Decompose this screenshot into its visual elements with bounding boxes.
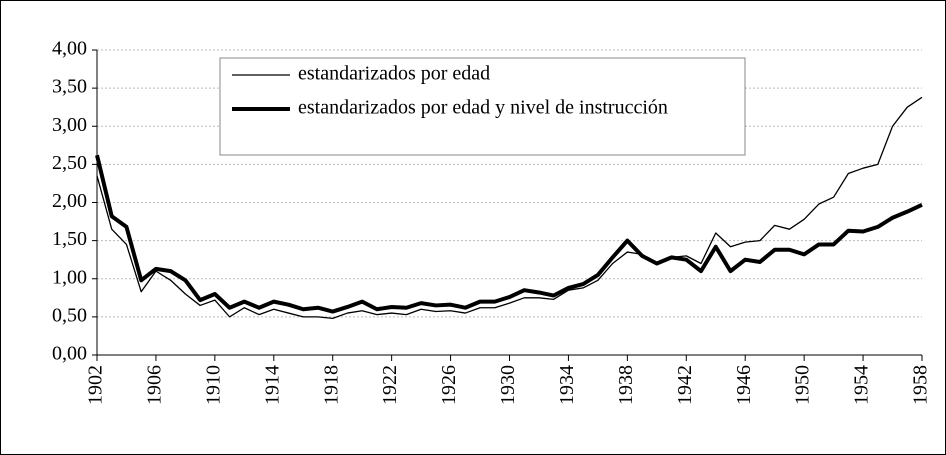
- y-tick-label: 1,50: [52, 228, 87, 250]
- series-line: [95, 154, 923, 314]
- x-tick-label: 1922: [379, 365, 401, 405]
- x-tick-label: 1938: [615, 365, 637, 405]
- x-tick-label: 1910: [202, 365, 224, 405]
- x-tick-label: 1918: [320, 365, 342, 405]
- x-tick-label: 1906: [144, 365, 166, 405]
- x-tick-label: 1934: [556, 365, 578, 405]
- y-tick-label: 0,00: [52, 343, 87, 365]
- x-tick-label: 1950: [792, 365, 814, 405]
- y-tick-label: 2,50: [52, 152, 87, 174]
- x-tick-label: 1902: [85, 365, 107, 405]
- y-tick-label: 3,00: [52, 114, 87, 136]
- x-tick-label: 1942: [674, 365, 696, 405]
- x-tick-label: 1930: [497, 365, 519, 405]
- x-tick-label: 1954: [851, 365, 873, 405]
- y-tick-label: 0,50: [52, 304, 87, 326]
- x-tick-label: 1926: [438, 365, 460, 405]
- y-tick-label: 1,00: [52, 266, 87, 288]
- legend-box: [219, 57, 746, 156]
- y-tick-label: 4,00: [52, 38, 87, 60]
- legend-label: estandarizados por edad: [298, 63, 490, 85]
- x-tick-label: 1914: [261, 365, 283, 405]
- y-tick-label: 2,00: [52, 190, 87, 212]
- x-tick-label: 1958: [910, 365, 932, 405]
- y-tick-label: 3,50: [52, 76, 87, 98]
- series-line: [96, 96, 923, 320]
- legend-label: estandarizados por edad y nivel de instr…: [298, 97, 668, 119]
- x-tick-label: 1946: [733, 365, 755, 405]
